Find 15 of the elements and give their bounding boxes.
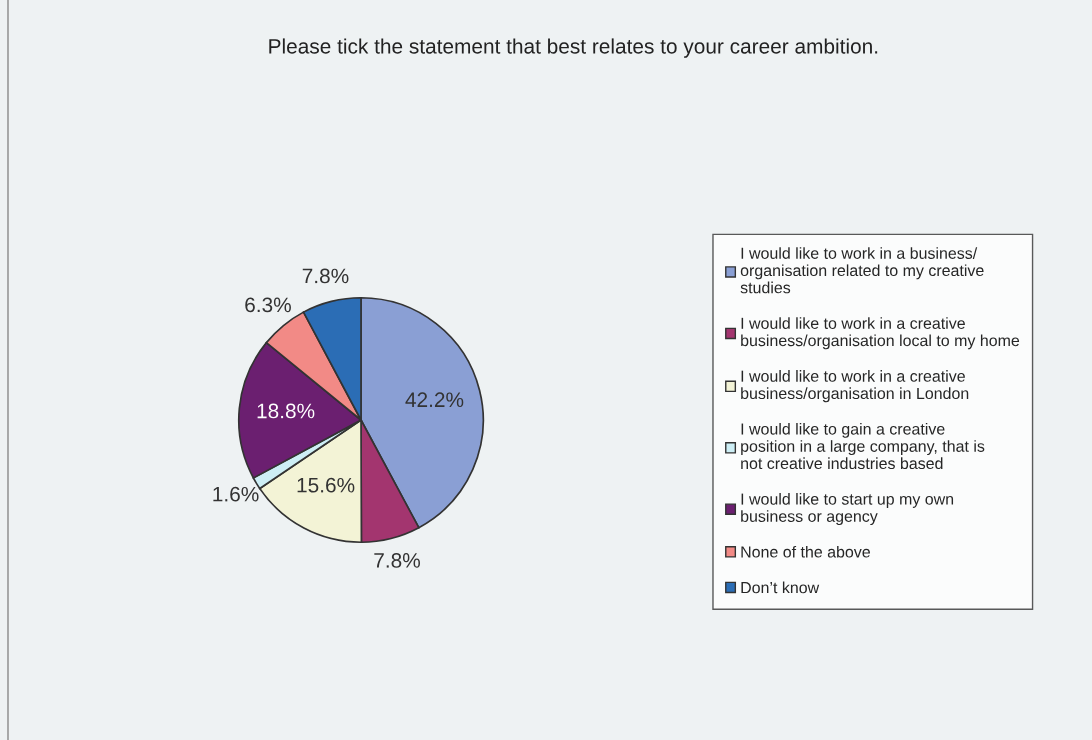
- legend-label: I would like to gain a creative position in a large company, that is not creative industries based: [741, 422, 985, 470]
- legend-label: I would like to work in a creative business/organisation local to my home: [741, 317, 1020, 350]
- data-label: 42.2%: [405, 392, 464, 408]
- data-label: 15.6%: [297, 477, 355, 493]
- legend-label: I would like to work in a creative business/organisation in London: [741, 370, 969, 403]
- legend-label: None of the above: [741, 545, 870, 558]
- data-label: 7.8%: [302, 268, 349, 284]
- data-label: 1.6%: [213, 486, 259, 502]
- legend-label: Don’t know: [741, 581, 820, 594]
- data-label: 6.3%: [245, 297, 291, 313]
- data-label: 7.8%: [374, 553, 420, 568]
- data-label: 18.8%: [257, 403, 315, 419]
- legend-label: I would like to start up my own business or agency: [741, 493, 954, 526]
- legend-label: I would like to work in a business/ organisation related to my creative studies: [740, 247, 984, 294]
- chart-title: Please tick the statement that best relates to your career ambition.: [269, 38, 878, 58]
